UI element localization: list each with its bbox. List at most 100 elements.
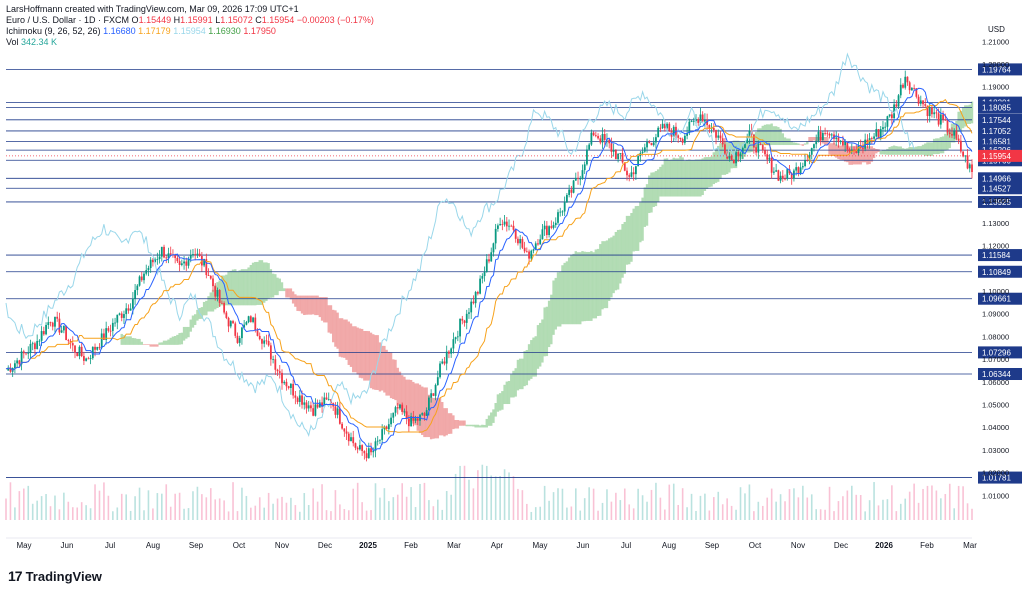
cloud-segment bbox=[857, 146, 860, 165]
volume-bar bbox=[356, 482, 359, 520]
candle-body bbox=[169, 253, 172, 255]
volume-line: Vol 342.34 K bbox=[6, 37, 374, 48]
candle-body bbox=[245, 322, 248, 325]
volume-bar bbox=[156, 493, 159, 520]
volume-bar bbox=[926, 485, 929, 520]
candle-body bbox=[870, 138, 873, 139]
cloud-segment bbox=[565, 261, 569, 325]
candle-body bbox=[287, 386, 290, 388]
volume-bar bbox=[851, 485, 853, 520]
cloud-segment bbox=[127, 336, 130, 345]
candle-body bbox=[514, 229, 517, 239]
y-tick-label: 1.13000 bbox=[982, 219, 1009, 228]
candle-body bbox=[844, 141, 847, 146]
cloud-segment bbox=[416, 383, 419, 431]
volume-bar bbox=[824, 509, 826, 520]
candle-body bbox=[234, 323, 237, 336]
cloud-segment bbox=[472, 424, 475, 427]
cloud-segment bbox=[367, 331, 371, 381]
tradingview-logo[interactable]: 17 TradingView bbox=[8, 568, 102, 584]
candle-body bbox=[98, 346, 101, 348]
current-price-label: 1.15954 bbox=[982, 152, 1011, 161]
level-label: 1.18085 bbox=[982, 104, 1011, 113]
cloud-segment bbox=[222, 275, 226, 306]
cloud-segment bbox=[167, 339, 170, 345]
candle-body bbox=[38, 340, 41, 342]
candle-body bbox=[659, 127, 662, 129]
cloud-segment bbox=[926, 142, 929, 156]
cloud-segment bbox=[122, 335, 126, 345]
candle-body bbox=[730, 155, 733, 160]
candle-body bbox=[563, 202, 566, 212]
cloud-segment bbox=[365, 330, 368, 381]
volume-bar bbox=[619, 500, 622, 520]
cloud-segment bbox=[463, 420, 466, 426]
volume-bar bbox=[18, 491, 21, 520]
candle-body bbox=[103, 333, 105, 340]
cloud-segment bbox=[296, 295, 299, 311]
cloud-segment bbox=[948, 129, 951, 149]
cloud-segment bbox=[178, 333, 181, 345]
candle-body bbox=[497, 225, 499, 229]
cloud-segment bbox=[176, 334, 179, 345]
cloud-segment bbox=[205, 300, 208, 316]
candle-body bbox=[178, 261, 181, 265]
ichimoku-label[interactable]: Ichimoku (9, 26, 52, 26) bbox=[6, 26, 101, 36]
volume-bar bbox=[877, 505, 880, 520]
cloud-segment bbox=[220, 275, 224, 306]
volume-bar bbox=[423, 482, 426, 520]
volume-bar bbox=[806, 497, 809, 520]
candle-body bbox=[704, 119, 706, 122]
candle-body bbox=[850, 149, 853, 152]
volume-bar bbox=[334, 490, 337, 520]
candle-body bbox=[686, 133, 688, 136]
candle-body bbox=[939, 114, 942, 125]
cloud-segment bbox=[554, 277, 557, 330]
candle-body bbox=[550, 226, 553, 228]
volume-bar bbox=[966, 503, 969, 520]
cloud-segment bbox=[407, 379, 411, 422]
candle-body bbox=[581, 170, 584, 179]
candle-body bbox=[463, 320, 466, 323]
x-tick-label: Jul bbox=[105, 541, 115, 550]
cloud-segment bbox=[754, 131, 758, 149]
candle-body bbox=[356, 447, 359, 450]
volume-bar bbox=[58, 509, 61, 520]
candle-body bbox=[152, 259, 154, 263]
candle-body bbox=[323, 397, 326, 407]
cloud-segment bbox=[607, 238, 611, 301]
volume-bar bbox=[610, 501, 613, 520]
volume-bar bbox=[365, 510, 368, 520]
candle-body bbox=[448, 351, 450, 354]
candle-body bbox=[149, 259, 152, 269]
candle-body bbox=[407, 418, 410, 427]
x-tick-label: Jul bbox=[621, 541, 631, 550]
cloud-segment bbox=[550, 294, 553, 345]
volume-label[interactable]: Vol bbox=[6, 37, 19, 47]
candle-body bbox=[481, 276, 484, 279]
candle-body bbox=[737, 152, 740, 157]
candle-body bbox=[100, 333, 103, 348]
cloud-segment bbox=[436, 397, 440, 439]
volume-bar bbox=[223, 500, 225, 520]
cloud-segment bbox=[120, 333, 123, 345]
candle-body bbox=[592, 132, 595, 136]
candle-body bbox=[508, 225, 510, 227]
candle-body bbox=[924, 104, 927, 106]
candle-body bbox=[423, 413, 426, 416]
cloud-segment bbox=[888, 146, 891, 155]
candle-body bbox=[476, 292, 479, 294]
candle-body bbox=[799, 167, 802, 174]
candle-body bbox=[699, 114, 702, 123]
cloud-segment bbox=[173, 336, 177, 345]
cloud-segment bbox=[434, 397, 437, 439]
volume-bar bbox=[454, 473, 457, 520]
candle-body bbox=[441, 361, 444, 364]
candle-body bbox=[663, 123, 666, 129]
cloud-segment bbox=[151, 344, 155, 347]
cloud-segment bbox=[283, 288, 286, 292]
symbol-name[interactable]: Euro / U.S. Dollar · 1D · FXCM bbox=[6, 15, 130, 25]
cloud-segment bbox=[632, 208, 635, 252]
level-label-bg bbox=[978, 182, 1022, 195]
